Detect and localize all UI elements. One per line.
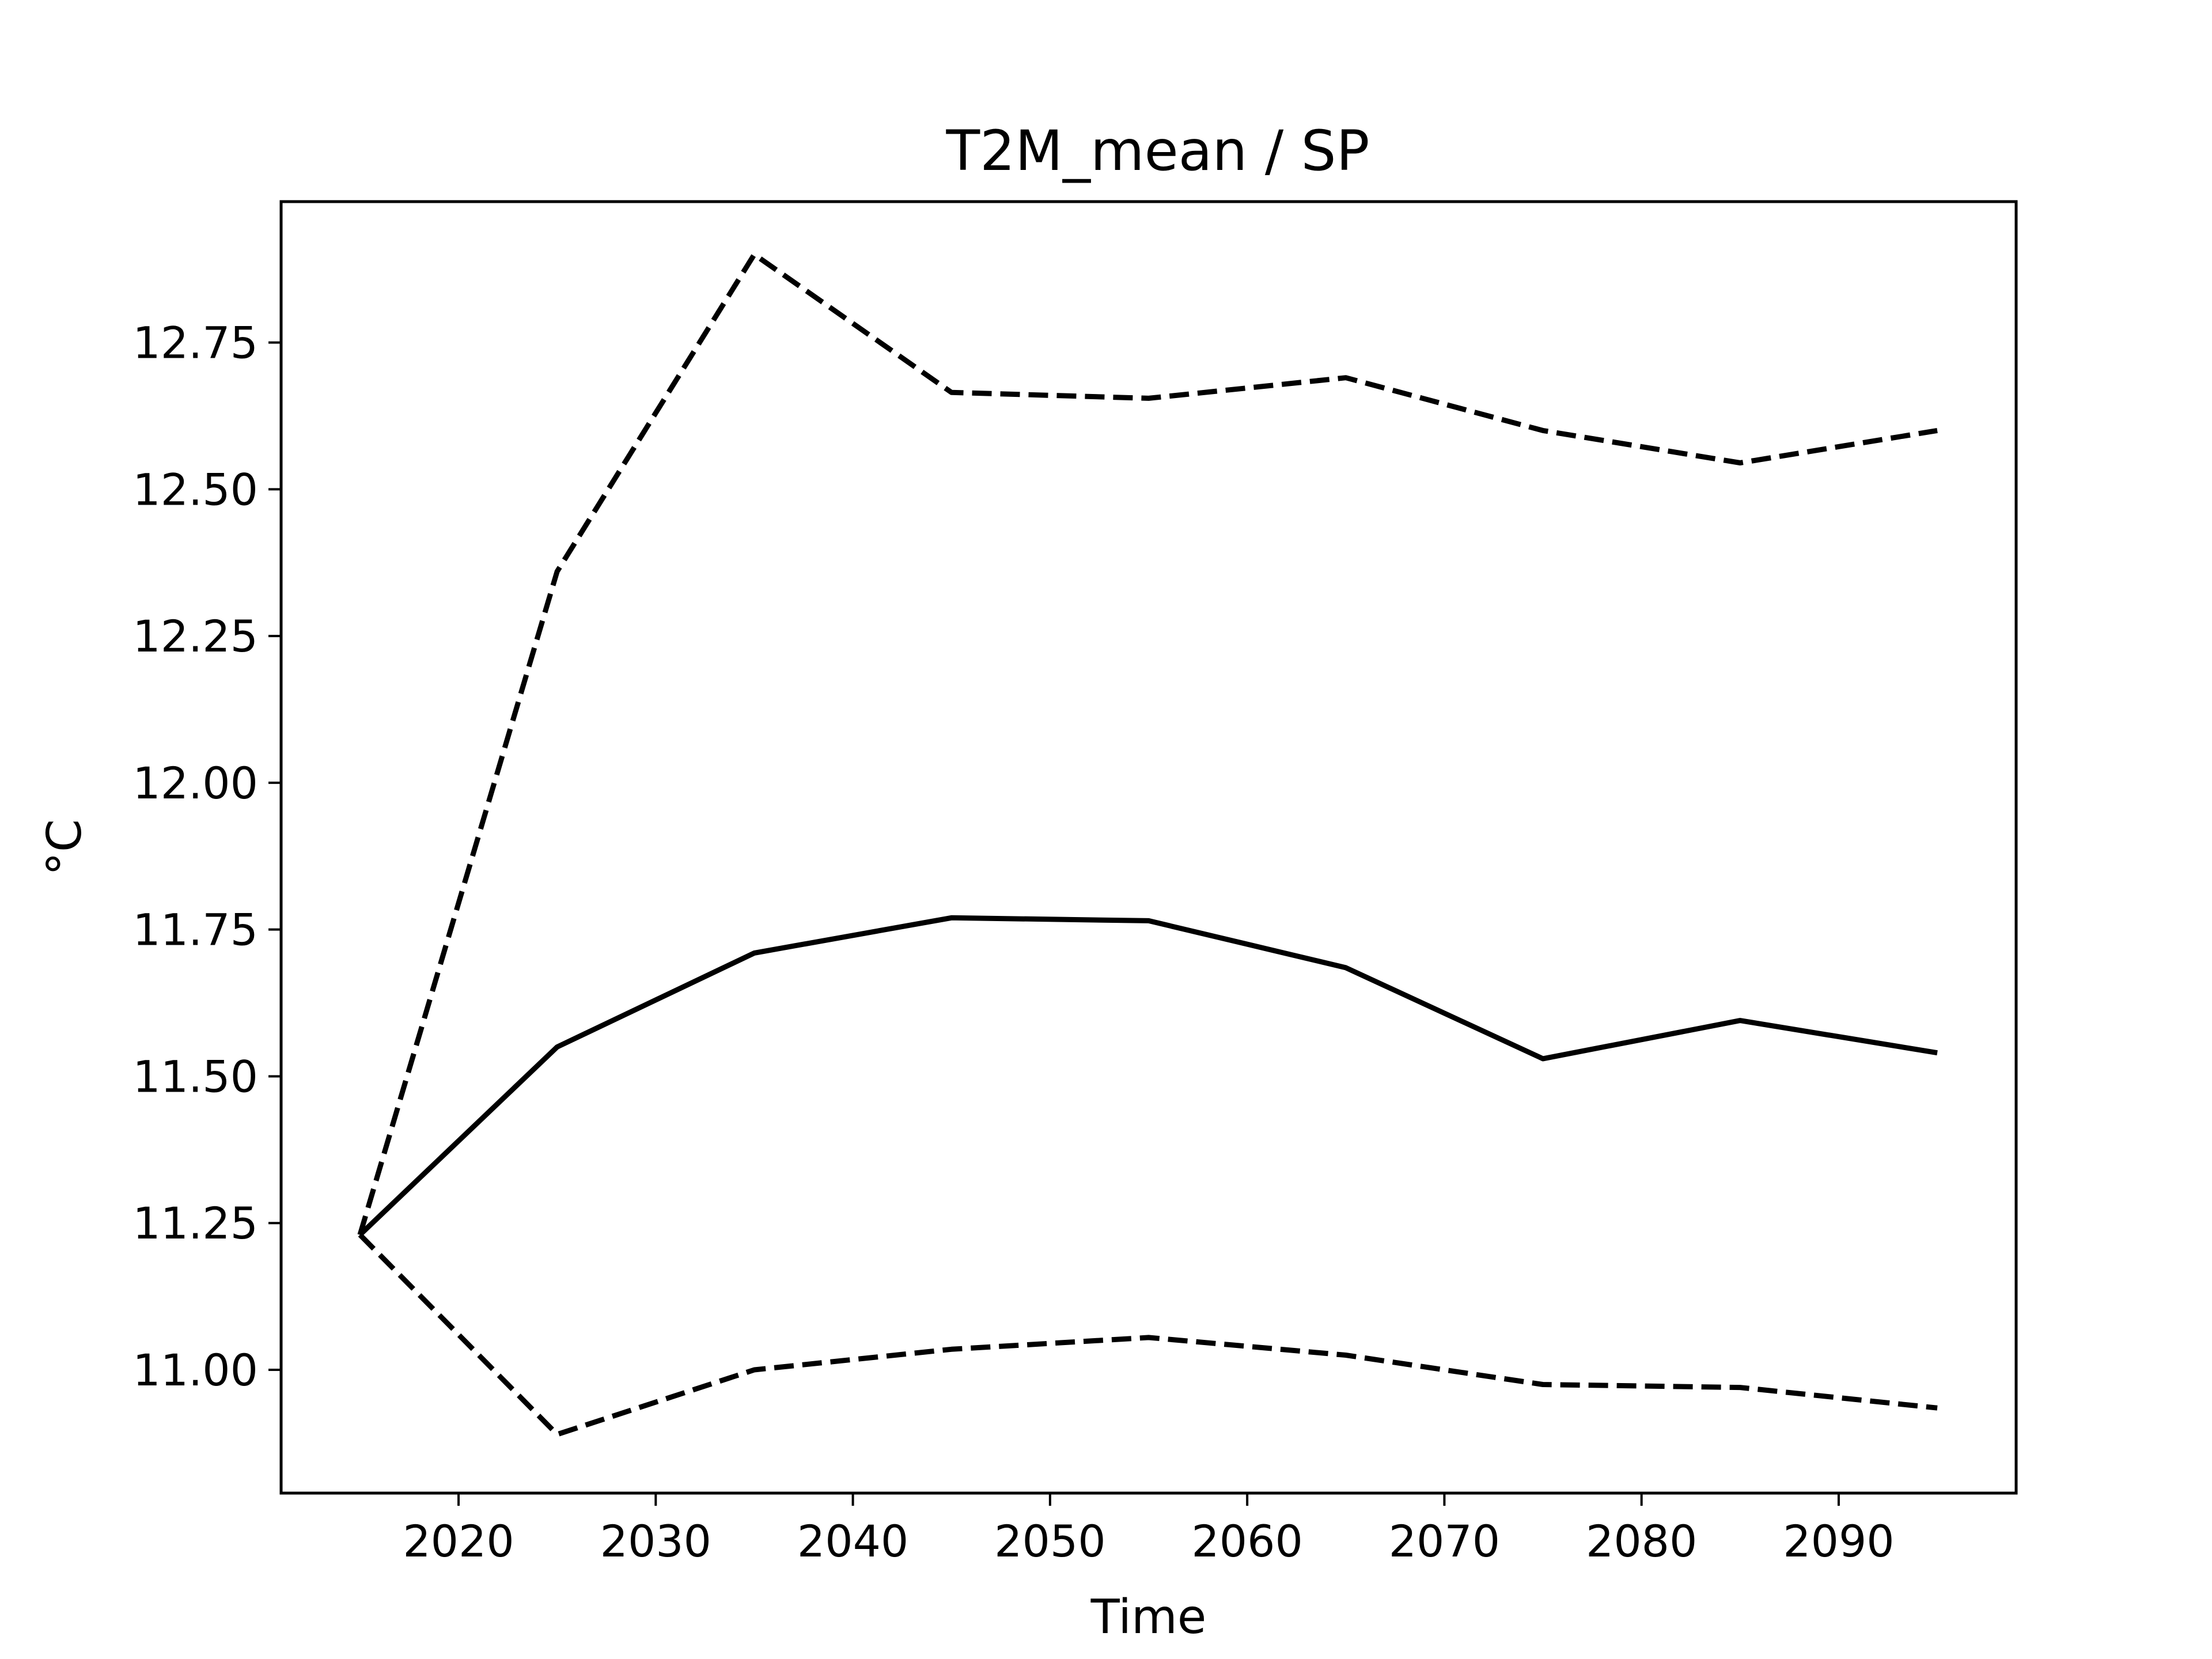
x-tick-label: 2050 xyxy=(994,1516,1105,1567)
plot-area-frame xyxy=(279,200,2018,1495)
x-tick-label: 2070 xyxy=(1389,1516,1500,1567)
chart-title: T2M_mean / SP xyxy=(946,119,1370,183)
x-axis-title: Time xyxy=(1090,1590,1207,1645)
y-tick-label: 12.75 xyxy=(132,317,258,369)
y-tick-label: 11.50 xyxy=(132,1051,258,1102)
x-tick-label: 2030 xyxy=(600,1516,711,1567)
x-tick-label: 2040 xyxy=(797,1516,908,1567)
series-line-3 xyxy=(358,1233,1938,1437)
series-line-2 xyxy=(357,252,1938,1236)
x-axis: 2020 2030 2040 2050 2060 2070 2080 2090 xyxy=(403,1493,1895,1567)
y-axis-title: °C xyxy=(37,819,92,876)
y-tick-label: 11.25 xyxy=(132,1198,258,1249)
x-tick-label: 2020 xyxy=(403,1516,514,1567)
y-tick-label: 11.00 xyxy=(132,1344,258,1396)
y-tick-label: 11.75 xyxy=(132,904,258,956)
y-tick-label: 12.25 xyxy=(132,611,258,662)
series-layer xyxy=(357,252,1938,1437)
x-tick-label: 2080 xyxy=(1586,1516,1697,1567)
x-tick-label: 2090 xyxy=(1783,1516,1894,1567)
y-tick-label: 12.00 xyxy=(132,757,258,809)
y-axis: 11.00 11.25 11.50 11.75 12.00 12.25 12.50 12.75 xyxy=(132,317,281,1396)
series-line-1 xyxy=(358,915,1938,1237)
y-tick-label: 12.50 xyxy=(132,464,258,515)
x-tick-label: 2060 xyxy=(1191,1516,1302,1567)
